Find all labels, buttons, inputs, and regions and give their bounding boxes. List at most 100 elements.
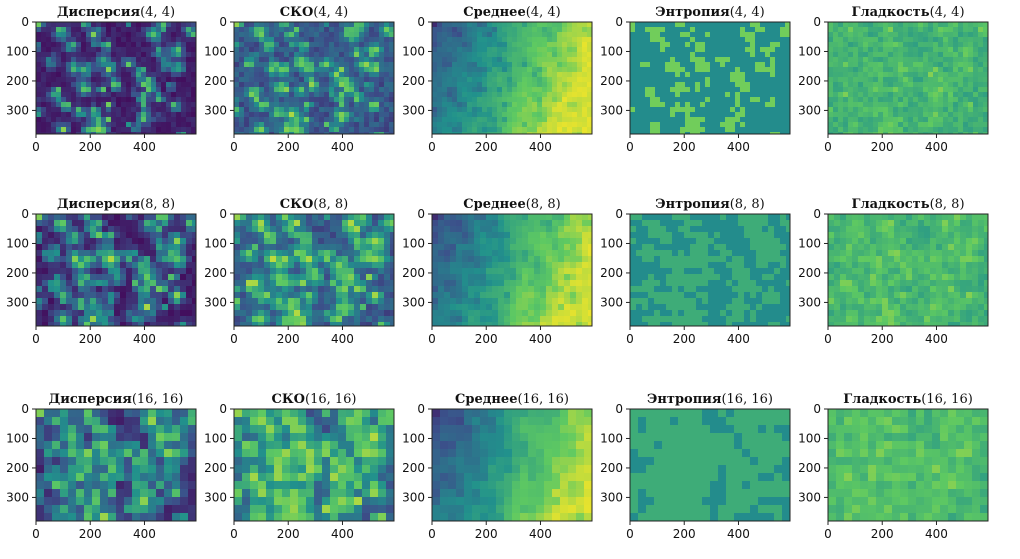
window-label: (4, 4) [313,5,348,20]
y-tick-label: 0 [219,15,227,29]
window-label: (16, 16) [721,392,773,407]
heatmap-image [234,214,394,326]
panel-std-4: СКО(4, 4) 0 100 200 300 0 200 400 [204,5,395,154]
heatmap-image [432,409,592,521]
y-tick-label: 300 [798,295,821,309]
x-tick-label: 200 [79,527,102,541]
axes-frame [233,408,395,522]
axes-frame [431,213,593,327]
y-tick-label: 200 [798,461,821,475]
y-tick-label: 100 [6,236,29,250]
heatmap-image [828,409,988,521]
window-label: (8, 8) [730,197,765,212]
window-label: (8, 8) [140,197,175,212]
y-tick-label: 100 [402,431,425,445]
x-tick-label: 400 [331,140,354,154]
heatmap-image [630,22,790,134]
panel-title: Энтропия(4, 4) [655,5,764,20]
x-tick-label: 0 [230,332,238,346]
y-tick-label: 200 [600,266,623,280]
window-label: (8, 8) [313,197,348,212]
axes-frame [629,21,791,135]
y-tick-label: 300 [204,490,227,504]
y-tick-label: 100 [402,236,425,250]
y-tick-label: 200 [402,461,425,475]
x-tick-label: 400 [925,527,948,541]
panel-title: Дисперсия(4, 4) [57,5,175,20]
panel-title: Дисперсия(8, 8) [57,197,175,212]
y-tick-label: 200 [6,74,29,88]
y-tick-label: 0 [21,402,29,416]
y-tick-label: 300 [6,490,29,504]
panel-variance-4: Дисперсия(4, 4) 0 100 200 300 0 200 400 [6,5,197,154]
heatmap-image [828,214,988,326]
panel-variance-8: Дисперсия(8, 8) 0 100 200 300 0 200 400 [6,197,197,346]
y-tick-label: 100 [600,236,623,250]
axes-frame [233,21,395,135]
feature-name: Гладкость [851,5,929,20]
feature-name: Дисперсия [57,5,141,20]
axes-frame [431,21,593,135]
axes-frame [35,408,197,522]
panel-title: Среднее(4, 4) [463,5,560,20]
axes-frame [629,213,791,327]
y-tick-label: 100 [798,431,821,445]
y-tick-label: 0 [21,15,29,29]
x-tick-label: 0 [428,332,436,346]
x-tick-label: 0 [428,140,436,154]
window-label: (16, 16) [921,392,973,407]
x-tick-label: 200 [475,332,498,346]
x-tick-label: 200 [673,332,696,346]
y-tick-label: 0 [417,402,425,416]
heatmap-image [828,22,988,134]
x-tick-label: 0 [230,140,238,154]
x-tick-label: 400 [133,527,156,541]
y-tick-label: 100 [798,44,821,58]
y-tick-label: 200 [204,74,227,88]
y-tick-label: 300 [6,103,29,117]
y-tick-label: 200 [204,461,227,475]
y-tick-label: 200 [600,74,623,88]
x-tick-label: 0 [626,527,634,541]
window-label: (4, 4) [526,5,561,20]
axes-frame [827,21,989,135]
panel-title: Среднее(16, 16) [455,392,569,407]
x-tick-label: 0 [824,332,832,346]
y-tick-label: 200 [798,266,821,280]
window-label: (16, 16) [132,392,184,407]
y-tick-label: 0 [21,207,29,221]
y-tick-label: 100 [6,44,29,58]
panel-title: СКО(16, 16) [272,392,357,407]
panel-entropy-4: Энтропия(4, 4) 0 100 200 300 0 200 400 [600,5,791,154]
panel-title: СКО(4, 4) [280,5,348,20]
x-tick-label: 200 [673,527,696,541]
y-tick-label: 200 [402,74,425,88]
window-label: (16, 16) [517,392,569,407]
y-tick-label: 0 [813,207,821,221]
heatmap-image [630,214,790,326]
heatmap-image [234,409,394,521]
feature-name: Среднее [463,197,525,212]
panel-mean-8: Среднее(8, 8) 0 100 200 300 0 200 400 [402,197,593,346]
feature-name: Энтропия [655,5,730,20]
y-tick-label: 200 [6,266,29,280]
y-tick-label: 200 [402,266,425,280]
y-tick-label: 300 [600,295,623,309]
panel-entropy-8: Энтропия(8, 8) 0 100 200 300 0 200 400 [600,197,791,346]
axes-frame [629,408,791,522]
heatmap-image [36,214,196,326]
panel-title: Энтропия(8, 8) [655,197,764,212]
heatmap-image [36,22,196,134]
panel-std-8: СКО(8, 8) 0 100 200 300 0 200 400 [204,197,395,346]
x-tick-label: 400 [133,140,156,154]
y-tick-label: 100 [798,236,821,250]
feature-name: Дисперсия [49,392,133,407]
y-tick-label: 0 [219,207,227,221]
y-tick-label: 300 [600,103,623,117]
feature-name: Среднее [463,5,525,20]
x-tick-label: 200 [79,140,102,154]
heatmap-image [36,409,196,521]
y-tick-label: 300 [402,490,425,504]
feature-name: СКО [272,392,306,407]
x-tick-label: 0 [626,332,634,346]
